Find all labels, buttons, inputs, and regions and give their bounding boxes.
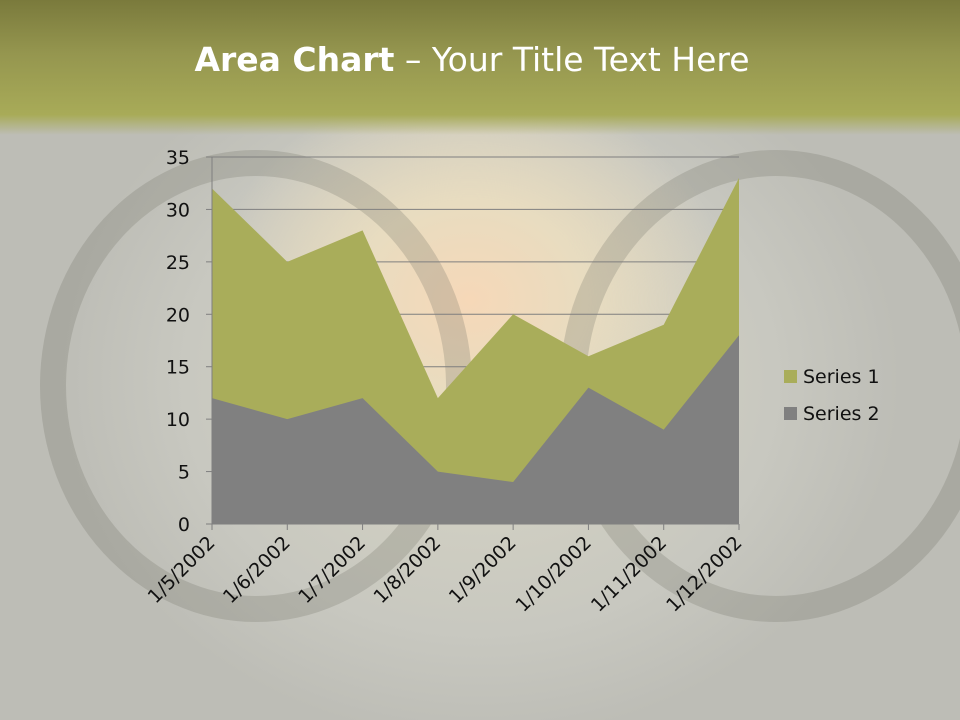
legend-item-series-1: Series 1	[784, 358, 880, 395]
y-tick-label: 5	[178, 462, 190, 484]
x-tick-label: 1/8/2002	[369, 532, 445, 608]
legend-label-series-1: Series 1	[803, 365, 880, 388]
chart-legend: Series 1 Series 2	[784, 358, 880, 432]
y-tick-label: 35	[166, 147, 190, 169]
x-tick-label: 1/6/2002	[219, 532, 295, 608]
x-tick-label: 1/9/2002	[445, 532, 521, 608]
y-tick-label: 30	[166, 199, 190, 221]
x-tick-label: 1/5/2002	[144, 532, 220, 608]
y-tick-label: 25	[166, 252, 190, 274]
area-series-2	[212, 335, 739, 524]
title-rest: – Your Title Text Here	[394, 40, 750, 79]
x-tick-label: 1/7/2002	[294, 532, 370, 608]
slide-title: Area Chart – Your Title Text Here	[0, 40, 944, 79]
y-tick-label: 0	[178, 514, 190, 536]
y-tick-label: 15	[166, 357, 190, 379]
x-tick-label: 1/12/2002	[662, 532, 746, 616]
y-tick-label: 20	[166, 304, 190, 326]
legend-label-series-2: Series 2	[803, 402, 880, 425]
y-tick-label: 10	[166, 409, 190, 431]
legend-swatch-series-1	[784, 370, 797, 383]
legend-swatch-series-2	[784, 407, 797, 420]
legend-item-series-2: Series 2	[784, 395, 880, 432]
title-bold: Area Chart	[194, 40, 395, 79]
title-banner	[0, 0, 960, 135]
x-tick-label: 1/10/2002	[512, 532, 596, 616]
x-tick-label: 1/11/2002	[587, 532, 671, 616]
